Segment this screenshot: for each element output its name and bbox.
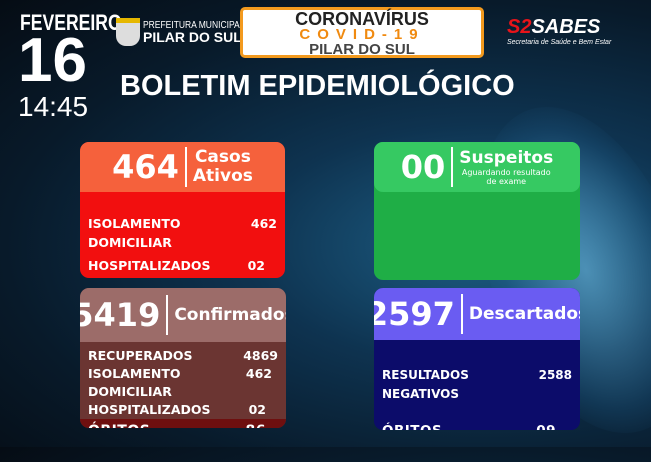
banner-line1: CORONAVÍRUS bbox=[295, 9, 429, 29]
banner-line2: COVID-19 bbox=[299, 26, 425, 43]
page-title: BOLETIM EPIDEMIOLÓGICO bbox=[120, 70, 515, 102]
stat-row: ISOLAMENTO DOMICILIAR 462 bbox=[88, 366, 272, 399]
descartados-label: Descartados bbox=[468, 303, 580, 324]
suspeitos-sub2: de exame bbox=[486, 176, 527, 186]
card-casos-ativos: 464 Casos Ativos ISOLAMENTO DOMICILIAR 462… bbox=[80, 142, 285, 278]
stat-row: RESULTADOS NEGATIVOS 2588 bbox=[382, 368, 572, 401]
obitos-row: ÓBITOS 86 bbox=[80, 419, 286, 428]
prefeitura-line2: PILAR DO SUL bbox=[143, 29, 242, 45]
ativos-count: 464 bbox=[112, 147, 187, 187]
card-suspeitos: 00 Suspeitos Aguardando resultado de exa… bbox=[374, 142, 580, 280]
stat-row: HOSPITALIZADOS 02 bbox=[88, 258, 265, 273]
prefeitura-line1: PREFEITURA MUNICIPAL bbox=[143, 20, 245, 31]
obitos-negativos-label: ÓBITOS NEGATIVOS bbox=[382, 420, 536, 430]
obitos-label: ÓBITOS bbox=[88, 419, 150, 428]
confirmados-label: Confirmados bbox=[174, 304, 286, 325]
suspeitos-label: Suspeitos bbox=[459, 147, 554, 168]
confirmados-count: 5419 bbox=[80, 295, 169, 335]
obitos-negativos-value: 09 bbox=[536, 420, 572, 430]
ativos-label2: Ativos bbox=[192, 166, 253, 186]
stat-row: ISOLAMENTO DOMICILIAR 462 bbox=[88, 216, 277, 250]
card-descartados: 2597 Descartados RESULTADOS NEGATIVOS 258… bbox=[374, 288, 580, 430]
suspeitos-sub1: Aguardando resultado bbox=[461, 167, 551, 177]
stat-row: RECUPERADOS 4869 bbox=[88, 348, 278, 363]
covid-banner: CORONAVÍRUS COVID-19 PILAR DO SUL bbox=[240, 7, 484, 58]
sabes-logo: S2SABES Secretaria de Saúde e Bem Estar bbox=[507, 16, 612, 46]
stat-row: ÓBITOS NEGATIVOS09 bbox=[374, 420, 580, 430]
sabes-subtitle: Secretaria de Saúde e Bem Estar bbox=[507, 39, 612, 46]
prefeitura-logo: PREFEITURA MUNICIPAL PILAR DO SUL bbox=[116, 18, 262, 46]
crest-icon bbox=[116, 18, 140, 46]
time: 14:45 bbox=[18, 91, 89, 122]
ativos-label1: Casos bbox=[194, 147, 251, 167]
stat-row: HOSPITALIZADOS 02 bbox=[88, 402, 266, 417]
suspeitos-count: 00 bbox=[401, 147, 454, 187]
banner-line3: PILAR DO SUL bbox=[309, 41, 415, 58]
date-day: 16 bbox=[18, 26, 87, 95]
card-confirmados: 5419 Confirmados RECUPERADOS 4869 ISOLAME… bbox=[80, 288, 286, 428]
descartados-count: 2597 bbox=[374, 294, 463, 334]
date-month: FEVEREIRO bbox=[20, 10, 122, 35]
obitos-value: 86 bbox=[246, 419, 278, 428]
